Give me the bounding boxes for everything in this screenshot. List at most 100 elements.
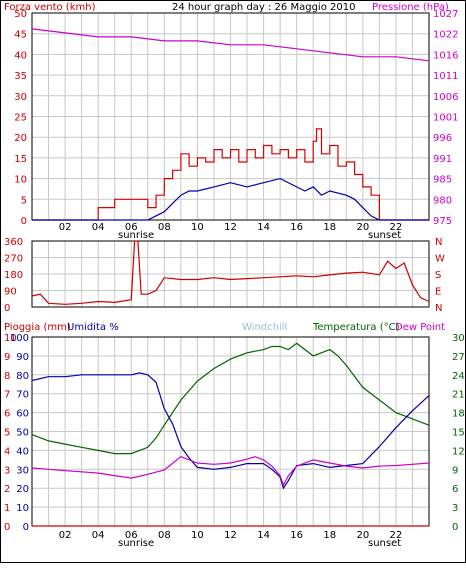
rain-tick-label: 2 (4, 484, 10, 495)
x-tick-label: 04 (92, 222, 105, 233)
rain-tick-label: 3 (4, 465, 10, 476)
temperature-line (31, 342, 430, 455)
x-tick-label: 10 (191, 530, 204, 541)
x-tick-label: 02 (59, 530, 72, 541)
x-tick-label: 06 (125, 530, 138, 541)
wind-tick-label: 30 (14, 92, 27, 103)
pressure-tick-label: 996 (433, 133, 452, 144)
rain-tick-label: 8 (4, 371, 10, 382)
wind-tick-label: 45 (14, 30, 27, 41)
humidity-axis-label: Umidita % (67, 322, 119, 333)
temperature-tick-label: 3 (452, 503, 458, 514)
sunset-label-top: sunset (368, 230, 401, 241)
wind-pressure-grid (32, 13, 429, 220)
compass-label: S (435, 270, 441, 281)
x-tick-label: 20 (356, 222, 369, 233)
humidity-tick-label: 20 (16, 484, 29, 495)
pressure-tick-label: 1011 (433, 71, 458, 82)
rain-tick-label: 6 (4, 409, 10, 420)
compass-label: E (435, 287, 441, 298)
wind-tick-label: 0 (21, 216, 27, 227)
pressure-tick-label: 1006 (433, 92, 458, 103)
x-tick-label: 12 (224, 530, 237, 541)
humidity-tick-label: 90 (16, 352, 29, 363)
direction-tick-label: 270 (4, 254, 23, 265)
dewpoint-axis-label: Dew Point (395, 322, 445, 333)
x-tick-label: 16 (290, 222, 303, 233)
pressure-tick-label: 1027 (433, 9, 458, 20)
x-tick-label: 16 (290, 530, 303, 541)
dew-point-line (31, 456, 430, 487)
x-tick-label: 10 (191, 222, 204, 233)
pressure-axis-label: Pressione (hPa) (372, 2, 449, 13)
rain-tick-label: 9 (4, 352, 10, 363)
direction-series (31, 240, 430, 305)
temperature-tick-label: 0 (452, 522, 458, 533)
wind-tick-label: 20 (14, 133, 27, 144)
temperature-axis-label: Temperatura (°C) (312, 322, 400, 333)
wind-direction-line (31, 240, 430, 305)
direction-tick-label: 90 (4, 287, 17, 298)
wind-tick-label: 40 (14, 50, 27, 61)
sunrise-label-top: sunrise (118, 230, 154, 241)
humidity-tick-label: 70 (16, 390, 29, 401)
temperature-tick-label: 30 (452, 333, 465, 344)
pressure-tick-label: 985 (433, 175, 452, 186)
pressure-tick-label: 975 (433, 216, 452, 227)
temperature-tick-label: 21 (452, 390, 465, 401)
rain-tick-label: 5 (4, 428, 10, 439)
wind-y-ticks: 0 5 10 15 20 25 30 35 40 45 50 (14, 9, 27, 227)
wind-tick-label: 25 (14, 113, 27, 124)
humidity-tick-label: 30 (16, 465, 29, 476)
humidity-tick-label: 0 (23, 522, 29, 533)
temperature-tick-label: 24 (452, 371, 465, 382)
x-tick-label: 22 (390, 222, 403, 233)
humidity-y-ticks: 0 10 20 30 40 50 60 70 80 90 100 (10, 333, 29, 533)
wind-tick-label: 35 (14, 71, 27, 82)
direction-y-ticks: 0 90 180 270 360 (4, 237, 23, 314)
wind-gust-line (32, 128, 429, 221)
x-tick-label: 12 (224, 222, 237, 233)
pressure-tick-label: 991 (433, 154, 452, 165)
x-tick-label: 14 (257, 222, 270, 233)
pressure-tick-label: 1016 (433, 50, 458, 61)
x-tick-label: 20 (356, 530, 369, 541)
temperature-tick-label: 12 (452, 446, 465, 457)
rain-tick-label: 4 (4, 446, 10, 457)
temperature-tick-label: 27 (452, 352, 465, 363)
rain-y-ticks: 0 1 2 3 4 5 6 7 8 9 10 (4, 333, 17, 533)
humidity-tick-label: 10 (16, 503, 29, 514)
direction-tick-label: 0 (4, 303, 10, 314)
x-tick-label: 08 (158, 222, 171, 233)
sunrise-label-bottom: sunrise (118, 538, 154, 549)
wind-tick-label: 5 (21, 195, 27, 206)
compass-label: W (435, 254, 445, 265)
wind-pressure-plot-frame (31, 12, 430, 221)
compass-label: N (435, 237, 442, 248)
rain-tick-label: 0 (4, 522, 10, 533)
direction-tick-label: 180 (4, 270, 23, 281)
pressure-line (31, 28, 430, 62)
temperature-tick-label: 15 (452, 428, 465, 439)
wind-tick-label: 50 (14, 9, 27, 20)
wind-tick-label: 10 (14, 175, 27, 186)
temperature-series (31, 342, 430, 527)
x-tick-label: 06 (125, 222, 138, 233)
x-tick-label: 04 (92, 530, 105, 541)
humidity-tick-label: 80 (16, 371, 29, 382)
compass-label: N (435, 303, 442, 314)
pressure-tick-label: 980 (433, 195, 452, 206)
humidity-tick-label: 50 (16, 428, 29, 439)
x-tick-label: 22 (390, 530, 403, 541)
x-tick-label: 02 (59, 222, 72, 233)
temperature-tick-label: 18 (452, 409, 465, 420)
x-tick-label: 18 (323, 222, 336, 233)
temperature-tick-label: 6 (452, 484, 458, 495)
temperature-x-ticks: 02 04 06 08 10 12 14 16 18 20 22 (59, 530, 403, 541)
temperature-y-ticks: 0 3 6 9 12 15 18 21 24 27 30 (452, 333, 465, 533)
temperature-tick-label: 9 (452, 465, 458, 476)
temperature-grid (32, 337, 429, 526)
rain-axis-label: Pioggia (mm) (4, 322, 71, 333)
